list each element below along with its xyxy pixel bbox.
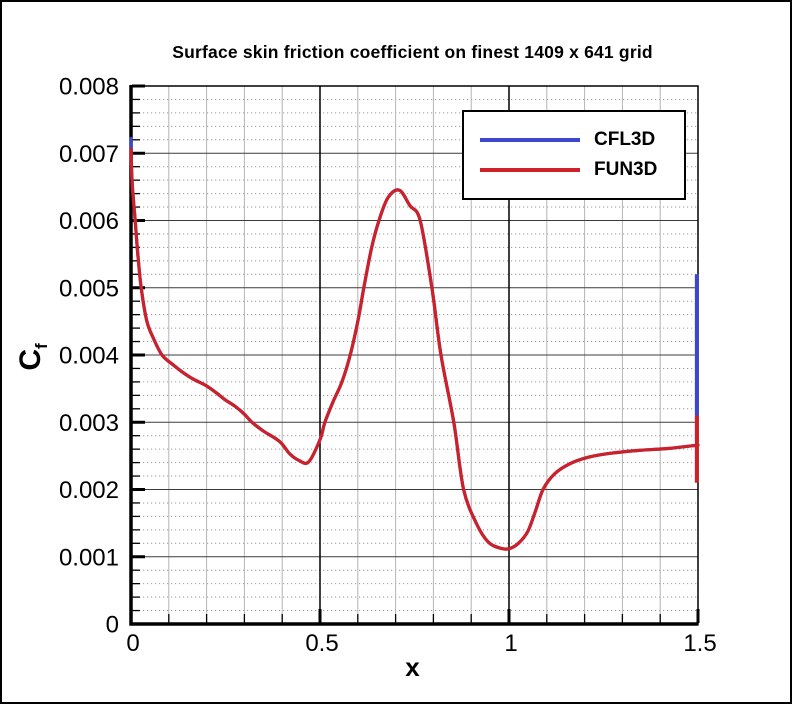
gridlines-horizontal-major — [131, 152, 698, 558]
legend-label-cfl3d: CFL3D — [594, 129, 656, 150]
y-tick-label: 0 — [106, 612, 119, 639]
y-tick-label: 0.004 — [59, 343, 119, 370]
y-axis-label-sub: f — [32, 343, 51, 349]
series-fun3d-curve — [129, 147, 700, 551]
series-cfl3d-curve — [129, 136, 700, 551]
y-tick-label: 0.005 — [59, 275, 119, 302]
legend-item-fun3d: FUN3D — [464, 159, 684, 180]
fun3d-line-swatch — [480, 168, 580, 172]
y-axis-label-main: C — [14, 349, 47, 371]
x-tick-label: 1.5 — [683, 630, 716, 657]
y-tick-label: 0.008 — [59, 74, 119, 101]
y-tick-label: 0.001 — [59, 544, 119, 571]
cfl3d-line-swatch — [480, 138, 580, 142]
axis-ticks — [129, 84, 700, 626]
chart-title: Surface skin friction coefficient on fin… — [172, 42, 653, 62]
y-tick-label: 0.003 — [59, 410, 119, 437]
y-tick-label: 0.002 — [59, 477, 119, 504]
legend-box: CFL3D FUN3D — [462, 110, 686, 200]
x-axis-label: x — [405, 652, 420, 682]
x-tick-label: 0 — [126, 630, 139, 657]
y-axis-label: Cf — [14, 335, 51, 379]
legend-item-cfl3d: CFL3D — [464, 129, 684, 150]
legend-label-fun3d: FUN3D — [594, 159, 658, 180]
y-tick-label: 0.007 — [59, 141, 119, 168]
tick-labels: 0 0.001 0.002 0.003 0.004 0.005 0.006 0.007 0.00… — [59, 74, 717, 658]
x-tick-label: 1 — [504, 630, 517, 657]
x-tick-label: 0.5 — [305, 630, 338, 657]
y-tick-label: 0.006 — [59, 208, 119, 235]
